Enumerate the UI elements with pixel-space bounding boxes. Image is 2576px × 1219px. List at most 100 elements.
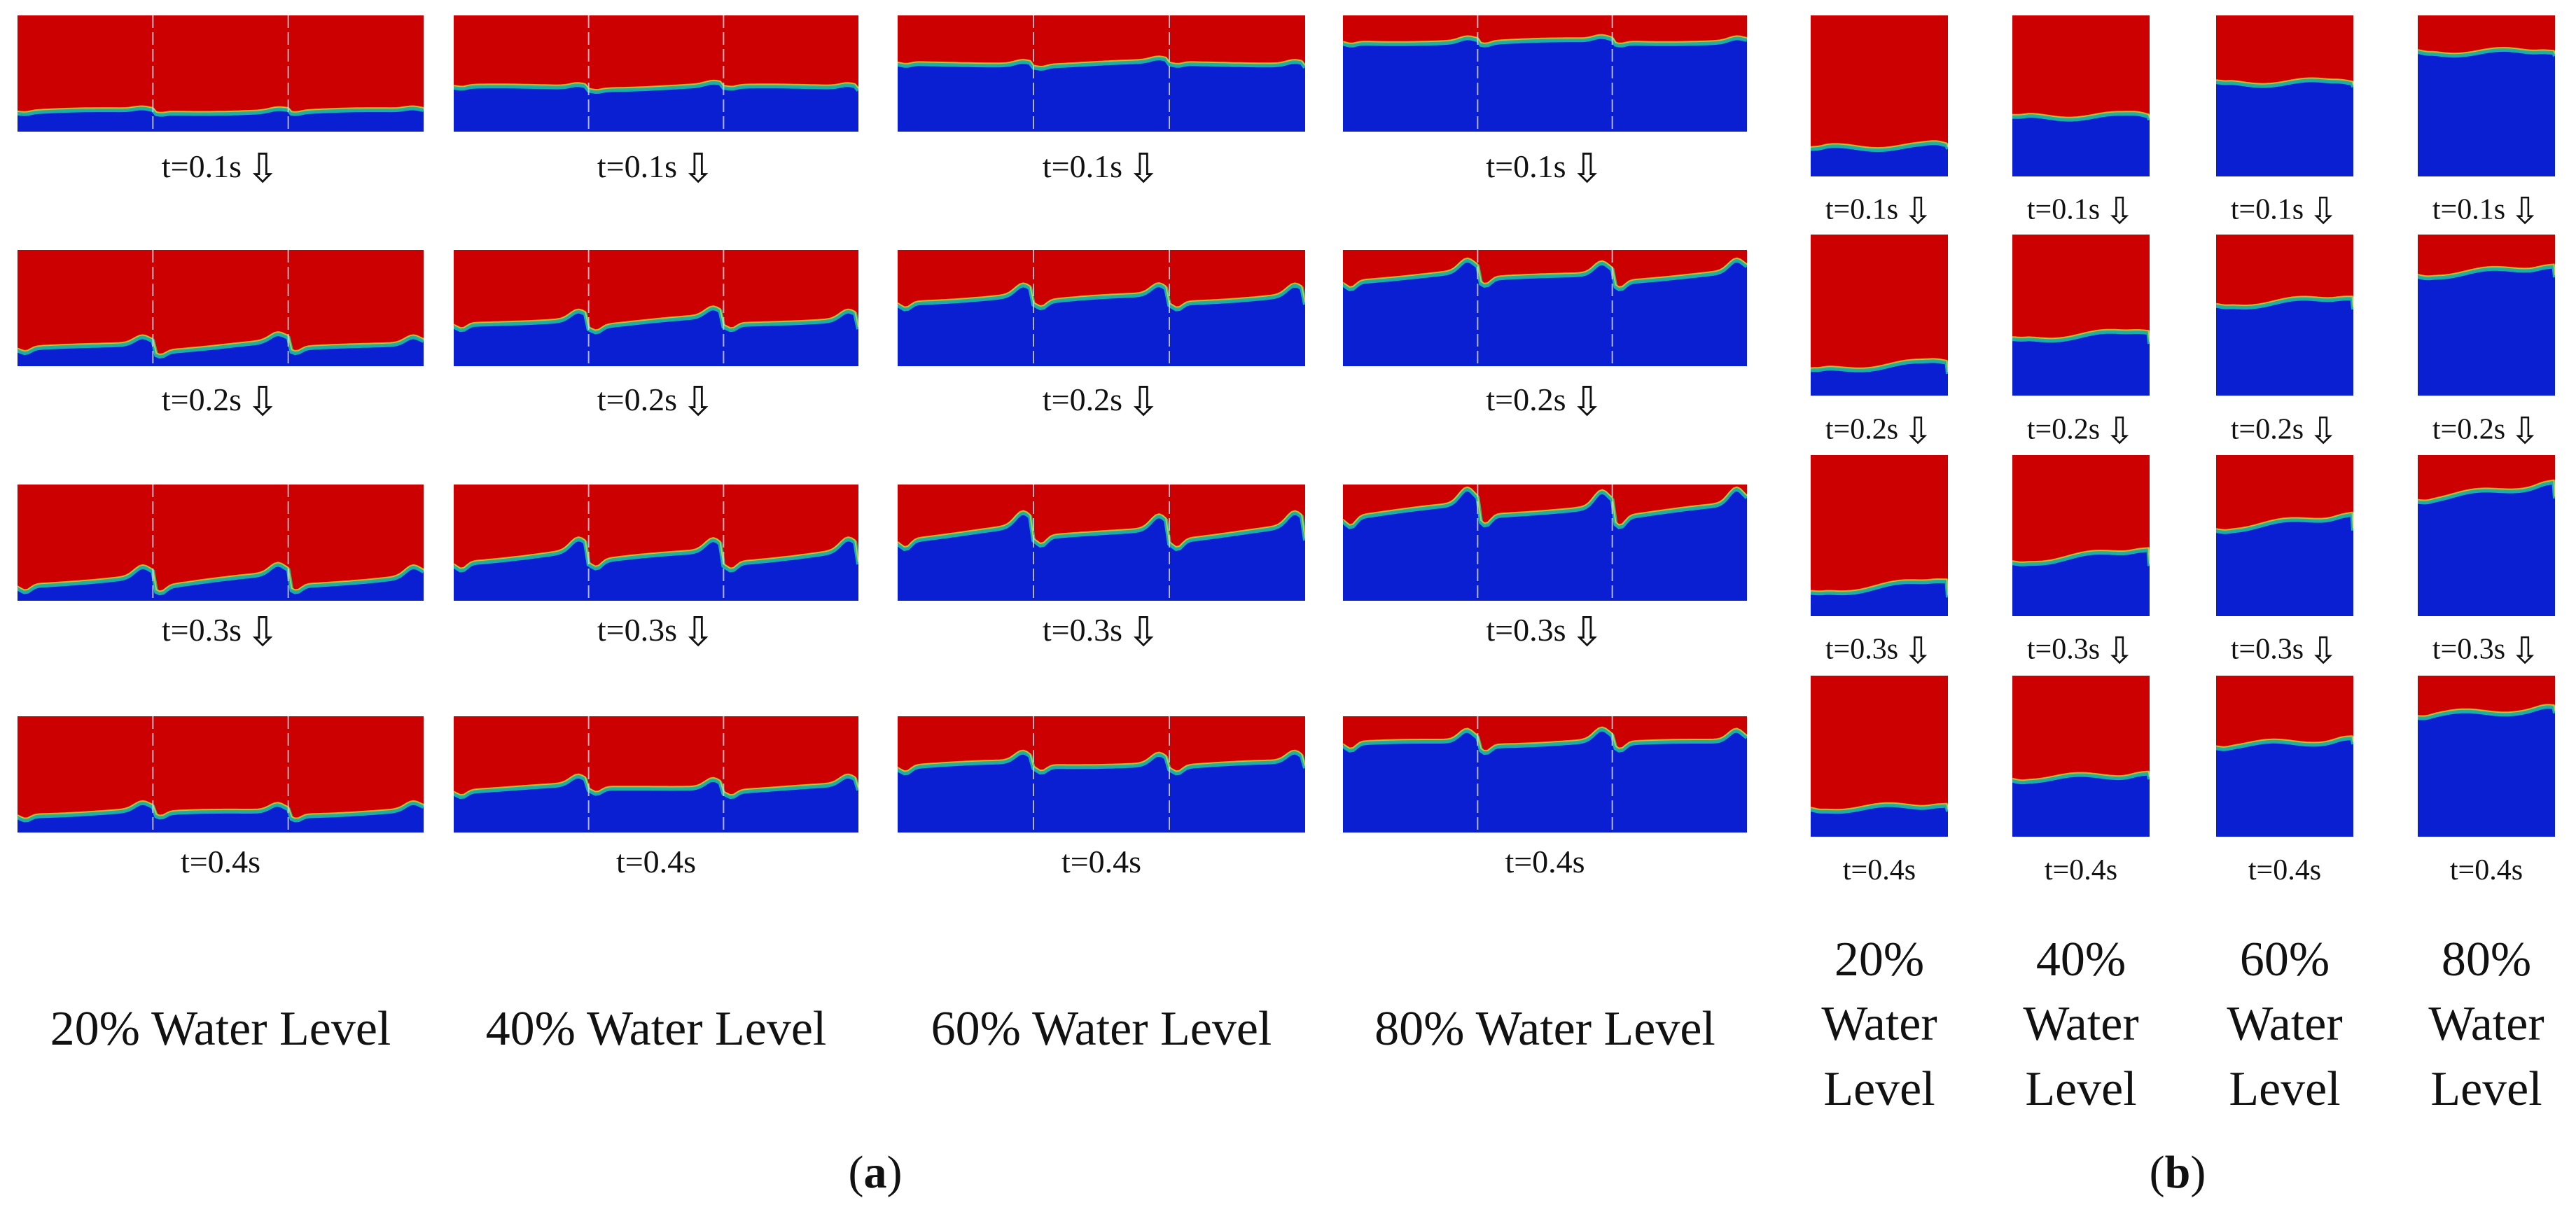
water-region	[898, 513, 1305, 601]
free-surface	[18, 331, 424, 359]
time-value: t=0.3s	[597, 612, 677, 648]
down-arrow-icon: ⇩	[2308, 410, 2339, 452]
free-surface	[1811, 579, 1948, 598]
down-arrow-icon: ⇩	[1570, 378, 1604, 425]
free-surface-highlight	[1343, 486, 1747, 526]
part-b-label: (b)	[2149, 1147, 2206, 1198]
water-region	[2216, 514, 2353, 616]
column-title-line: Water	[2227, 997, 2343, 1052]
time-label: t=0.3s ⇩	[2202, 629, 2367, 672]
free-surface	[2216, 736, 2353, 751]
down-arrow-icon: ⇩	[1902, 190, 1934, 232]
column-title-line: Water	[1821, 997, 1937, 1052]
sim-panel-svg	[454, 250, 858, 366]
time-label: t=0.4s	[454, 846, 858, 878]
water-region	[454, 82, 858, 132]
time-label: t=0.2s ⇩	[1797, 412, 1962, 450]
time-value: t=0.4s	[2044, 854, 2118, 886]
free-surface	[454, 80, 858, 95]
sim-panel-svg	[2216, 676, 2353, 837]
time-label: t=0.4s	[1998, 856, 2164, 885]
sim-panel-svg	[2216, 235, 2353, 396]
free-surface-highlight	[454, 305, 858, 331]
sim-panel-svg	[2418, 676, 2555, 837]
free-surface-highlight	[2216, 735, 2353, 748]
free-surface	[2012, 111, 2150, 122]
time-value: t=0.1s	[1042, 148, 1122, 185]
sim-panel	[2216, 455, 2353, 616]
sim-panel	[454, 15, 858, 132]
free-surface	[1343, 258, 1747, 291]
time-label: t=0.1s ⇩	[18, 148, 424, 189]
sim-panel-svg	[454, 716, 858, 833]
time-value: t=0.3s	[1825, 633, 1899, 666]
free-surface-highlight	[18, 562, 424, 592]
time-value: t=0.4s	[1505, 844, 1585, 879]
time-value: t=0.2s	[2432, 413, 2506, 446]
sim-panel-svg	[1811, 15, 1948, 176]
sim-panel-svg	[2418, 235, 2555, 396]
free-surface	[2012, 548, 2150, 566]
down-arrow-icon: ⇩	[1902, 629, 1934, 672]
free-surface-highlight	[898, 55, 1305, 68]
free-surface-highlight	[18, 105, 424, 113]
time-label: t=0.4s	[2404, 856, 2569, 885]
water-region	[2012, 550, 2150, 616]
column-title-line: Level	[2430, 1061, 2542, 1116]
free-surface-highlight	[2012, 770, 2150, 781]
free-surface	[2216, 512, 2353, 534]
sim-panel	[2418, 455, 2555, 616]
free-surface	[2418, 48, 2555, 58]
sim-panel-svg	[1343, 15, 1747, 132]
time-label: t=0.1s ⇩	[1797, 193, 1962, 230]
free-surface-highlight	[2012, 111, 2150, 118]
sim-panel	[2216, 235, 2353, 396]
time-value: t=0.2s	[1486, 382, 1566, 418]
sim-panel	[2418, 15, 2555, 176]
column-title-line: 40%	[2035, 933, 2126, 987]
sim-panel	[1343, 716, 1747, 833]
column-title-line: 60%	[2239, 933, 2330, 987]
down-arrow-icon: ⇩	[2308, 629, 2339, 672]
free-surface-highlight	[2216, 77, 2353, 85]
down-arrow-icon: ⇩	[1570, 145, 1604, 192]
water-region	[2418, 482, 2555, 616]
free-surface	[2012, 771, 2150, 785]
time-label: t=0.3s ⇩	[454, 612, 858, 653]
down-arrow-icon: ⇩	[2509, 410, 2541, 452]
sim-panel-svg	[454, 485, 858, 601]
water-region	[2012, 113, 2150, 176]
water-region	[2418, 706, 2555, 837]
time-label: t=0.2s ⇩	[454, 382, 858, 422]
sim-panel	[2012, 455, 2150, 616]
sim-panel-svg	[2012, 676, 2150, 837]
sim-panel	[18, 716, 424, 833]
down-arrow-icon: ⇩	[1126, 378, 1161, 425]
down-arrow-icon: ⇩	[2509, 190, 2541, 232]
time-label: t=0.1s ⇩	[1998, 193, 2164, 230]
time-value: t=0.4s	[1842, 854, 1916, 886]
free-surface-highlight	[18, 800, 424, 819]
free-surface-highlight	[898, 510, 1305, 548]
free-surface-highlight	[2216, 511, 2353, 531]
time-label: t=0.1s ⇩	[1343, 148, 1747, 189]
column-title-line: Level	[2025, 1061, 2137, 1116]
sim-panel	[1811, 235, 1948, 396]
sim-panel-svg	[898, 716, 1305, 833]
sim-panel	[1343, 250, 1747, 366]
down-arrow-icon: ⇩	[681, 378, 716, 425]
sim-panel-svg	[1343, 716, 1747, 833]
free-surface-highlight	[1343, 726, 1747, 752]
sim-panel-svg	[2216, 455, 2353, 616]
sim-panel-svg	[2012, 455, 2150, 616]
time-value: t=0.1s	[1486, 148, 1566, 185]
free-surface	[18, 800, 424, 823]
down-arrow-icon: ⇩	[1126, 608, 1161, 655]
sim-panel	[1811, 15, 1948, 176]
sim-panel	[2012, 676, 2150, 837]
column-title-line: Level	[2229, 1061, 2341, 1116]
free-surface	[2418, 480, 2555, 505]
free-surface-highlight	[898, 281, 1305, 308]
free-surface-highlight	[1811, 358, 1948, 372]
free-surface	[1343, 727, 1747, 755]
